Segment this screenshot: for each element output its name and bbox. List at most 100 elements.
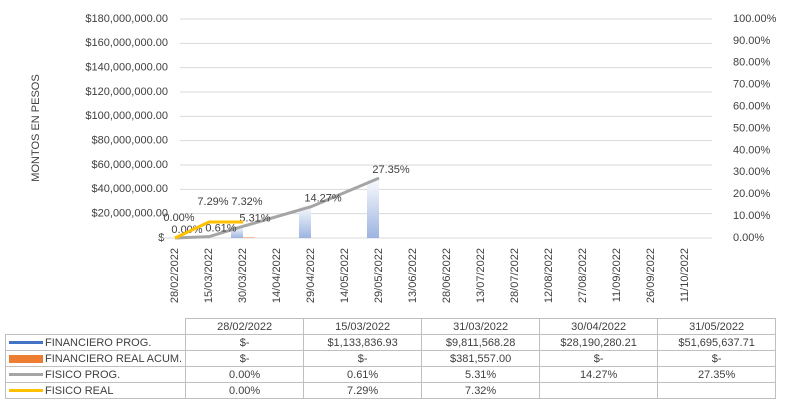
x-tick-label: 26/09/2022 [645, 248, 657, 303]
legend-entry: FINANCIERO PROG. [4, 334, 187, 351]
cell-text: 7.32% [465, 384, 497, 397]
cell-text: 0.61% [347, 368, 379, 381]
table-row: FISICO REAL 0.00% 7.29% 7.32% [4, 382, 777, 399]
x-tick-label: 29/04/2022 [305, 248, 317, 303]
cell-text: 0.00% [229, 384, 261, 397]
table-cell: $- [185, 334, 305, 351]
x-tick-label: 28/06/2022 [441, 248, 453, 303]
data-table: 28/02/2022 15/03/2022 31/03/2022 30/04/2022… [4, 318, 777, 399]
y-tick-label: $180,000,000.00 [85, 13, 168, 25]
cell-text: $381,557.00 [450, 352, 512, 365]
y-tick-label: $20,000,000.00 [92, 208, 168, 220]
bar [367, 175, 379, 238]
legend-swatch [9, 341, 43, 345]
data-label: 14.27% [304, 193, 342, 205]
y2-tick-label: 40.00% [733, 144, 771, 156]
legend-swatch [9, 373, 43, 377]
column-header: 31/03/2022 [421, 318, 541, 335]
column-header: 28/02/2022 [185, 318, 305, 335]
y-tick-label: $60,000,000.00 [92, 159, 168, 171]
y2-tick-label: 90.00% [733, 35, 771, 47]
header-row: 28/02/2022 15/03/2022 31/03/2022 30/04/2022… [6, 318, 777, 335]
x-tick-label: 28/02/2022 [169, 248, 181, 303]
table-cell [539, 382, 659, 399]
chart: MONTOS EN PESOS $-$20,000,000.00$40,000,… [30, 13, 777, 303]
data-label: 5.31% [239, 212, 270, 224]
cell-text: 5.31% [465, 368, 497, 381]
cell-text: $28,190,280.21 [560, 336, 637, 349]
x-tick-label: 29/05/2022 [373, 248, 385, 303]
table-cell: $381,557.00 [421, 350, 541, 367]
cell-text: 28/02/2022 [217, 320, 273, 333]
table-cell: 5.31% [421, 366, 541, 383]
x-tick-label: 13/07/2022 [475, 248, 487, 303]
x-tick-label: 11/10/2022 [679, 248, 691, 302]
y-tick-label: $80,000,000.00 [92, 135, 168, 147]
y2-tick-label: 70.00% [733, 79, 771, 91]
cell-text: $9,811,568.28 [445, 336, 516, 349]
x-tick-label: 11/09/2022 [611, 248, 623, 302]
y2-tick-label: 50.00% [733, 122, 771, 134]
y-tick-label: $160,000,000.00 [85, 37, 168, 49]
cell-text: 31/03/2022 [453, 320, 509, 333]
x-tick-label: 12/08/2022 [543, 248, 555, 303]
y-axis-title: MONTOS EN PESOS [30, 74, 42, 181]
table-row: FISICO PROG. 0.00% 0.61% 5.31% 14.27% 27.35% [4, 366, 777, 383]
bar [299, 203, 311, 238]
y2-tick-label: 100.00% [733, 13, 777, 25]
legend-label: FINANCIERO PROG. [45, 336, 152, 349]
table-row: FINANCIERO PROG. $- $1,133,836.93 $9,811,56… [4, 334, 777, 351]
data-label: 7.32% [231, 196, 262, 208]
cell-text: 15/03/2022 [335, 320, 391, 333]
cell-text: $- [711, 352, 722, 365]
data-label: 0.00% [163, 212, 194, 224]
legend-label: FINANCIERO REAL ACUM. [45, 352, 183, 365]
data-label: 7.29% [197, 196, 228, 208]
cell-text: $- [239, 336, 250, 349]
table-cell: 7.29% [303, 382, 423, 399]
legend-label: FISICO REAL [45, 384, 114, 397]
data-label: 0.00% [171, 224, 202, 236]
cell-text: $- [239, 352, 250, 365]
legend-swatch [9, 354, 43, 363]
table-cell: $28,190,280.21 [539, 334, 659, 351]
table-cell: 7.32% [421, 382, 541, 399]
y2-tick-label: 20.00% [733, 188, 771, 200]
cell-text: 27.35% [697, 368, 736, 381]
x-tick-label: 28/07/2022 [509, 248, 521, 303]
x-tick-label: 30/03/2022 [237, 248, 249, 303]
table-cell: 14.27% [539, 366, 659, 383]
cell-text: $- [593, 352, 604, 365]
y-tick-label: $100,000,000.00 [85, 110, 168, 122]
table-cell: 27.35% [657, 366, 777, 383]
cell-text: $51,695,637.71 [678, 336, 755, 349]
y-tick-label: $140,000,000.00 [85, 62, 168, 74]
cell-text: 7.29% [347, 384, 379, 397]
table-cell: 0.61% [303, 366, 423, 383]
column-header: 31/05/2022 [657, 318, 777, 335]
cell-text: $1,133,836.93 [327, 336, 398, 349]
line [174, 220, 244, 240]
y-tick-label: $40,000,000.00 [92, 183, 168, 195]
y2-tick-label: 30.00% [733, 166, 771, 178]
data-label: 0.61% [205, 223, 236, 235]
x-tick-label: 14/04/2022 [271, 248, 283, 303]
table-cell: $- [303, 350, 423, 367]
x-tick-label: 14/05/2022 [339, 248, 351, 303]
legend-entry: FINANCIERO REAL ACUM. [4, 350, 187, 367]
cell-text: 31/05/2022 [689, 320, 745, 333]
bar [231, 226, 243, 238]
x-tick-label: 15/03/2022 [203, 248, 215, 303]
y2-tick-label: 10.00% [733, 210, 771, 222]
x-tick-label: 13/06/2022 [407, 248, 419, 303]
legend-swatch [9, 389, 43, 393]
legend-entry: FISICO PROG. [4, 366, 187, 383]
table-cell [657, 382, 777, 399]
column-header: 30/04/2022 [539, 318, 659, 335]
line [174, 176, 380, 240]
corner [6, 319, 186, 335]
table-cell: $9,811,568.28 [421, 334, 541, 351]
table-cell: $- [185, 350, 305, 367]
table-cell: 0.00% [185, 382, 305, 399]
x-tick-label: 27/08/2022 [577, 248, 589, 303]
